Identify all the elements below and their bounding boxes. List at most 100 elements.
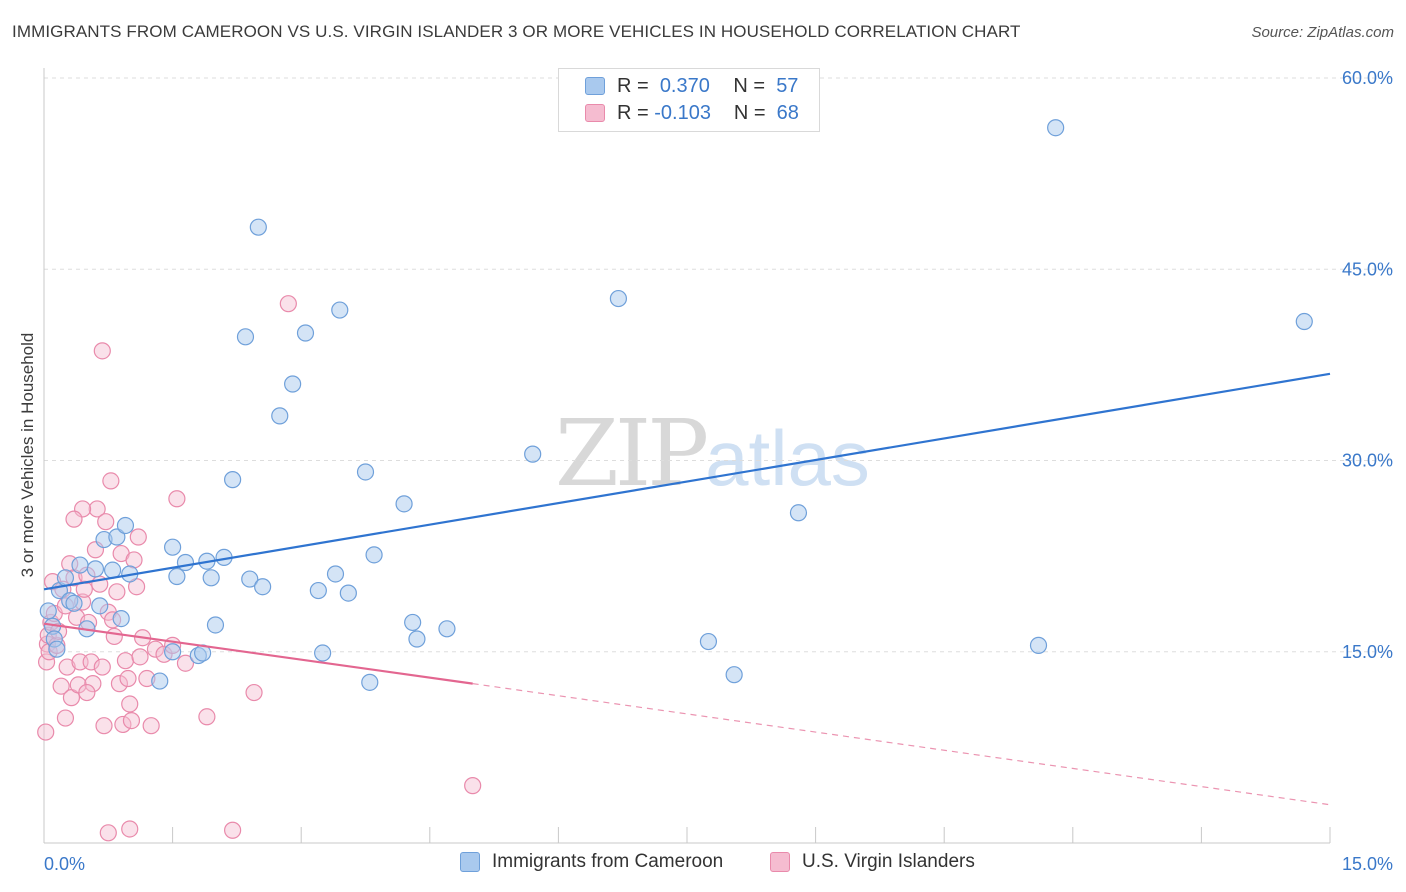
- data-point-virgin-islanders: [279, 295, 297, 313]
- data-point-cameroon: [56, 569, 75, 587]
- data-point-virgin-islanders: [95, 717, 113, 735]
- correlation-legend: R = 0.370 N = 57 R = -0.103 N = 68: [558, 68, 820, 132]
- data-point-virgin-islanders: [37, 723, 55, 741]
- data-point-virgin-islanders: [114, 715, 132, 734]
- legend-label: Immigrants from Cameroon: [492, 851, 724, 872]
- data-point-cameroon: [331, 301, 349, 319]
- legend-r-value: -0.103: [654, 101, 711, 124]
- data-point-virgin-islanders: [75, 580, 93, 598]
- data-point-virgin-islanders: [176, 654, 195, 672]
- y-tick-label: 15.0%: [1342, 642, 1393, 662]
- data-point-virgin-islanders: [131, 648, 149, 666]
- data-point-virgin-islanders: [56, 709, 75, 727]
- y-axis-label: 3 or more Vehicles in Household: [18, 332, 37, 578]
- data-point-cameroon: [408, 630, 426, 648]
- data-point-cameroon: [236, 328, 255, 346]
- data-point-virgin-islanders: [52, 677, 70, 695]
- data-point-cameroon: [365, 546, 383, 564]
- data-point-cameroon: [202, 569, 220, 587]
- data-point-cameroon: [116, 516, 135, 535]
- legend-n-value: 57: [776, 74, 799, 97]
- legend-label: U.S. Virgin Islanders: [802, 851, 975, 872]
- data-point-virgin-islanders: [37, 653, 56, 671]
- data-point-virgin-islanders: [93, 658, 111, 676]
- data-point-cameroon: [71, 556, 89, 574]
- data-point-cameroon: [164, 643, 182, 661]
- y-tick-label: 30.0%: [1342, 451, 1393, 471]
- data-point-cameroon: [339, 584, 357, 602]
- data-point-cameroon: [151, 672, 169, 690]
- legend-row-blue: R = 0.370 N = 57: [585, 73, 798, 99]
- legend-swatch-pink: [585, 104, 605, 122]
- data-point-cameroon: [1029, 636, 1048, 654]
- data-point-virgin-islanders: [168, 490, 186, 508]
- legend-swatch-blue: [460, 852, 480, 872]
- data-point-virgin-islanders: [245, 683, 263, 702]
- legend-swatch-blue: [585, 77, 605, 95]
- tick-labels: 15.0% 30.0% 45.0% 60.0% 0.0% 15.0%: [44, 68, 1393, 874]
- data-point-virgin-islanders: [116, 652, 135, 670]
- data-point-cameroon: [176, 553, 195, 572]
- data-point-virgin-islanders: [99, 824, 117, 842]
- data-point-cameroon: [524, 445, 542, 463]
- data-point-cameroon: [438, 620, 456, 638]
- data-point-virgin-islanders: [84, 675, 102, 693]
- legend-r-value: 0.370: [659, 74, 710, 97]
- blue-series-points: [39, 119, 1313, 691]
- data-point-cameroon: [241, 570, 259, 588]
- data-point-cameroon: [326, 565, 345, 583]
- trend-line-virgin-islanders-extension: [472, 683, 1331, 806]
- data-point-cameroon: [271, 407, 289, 425]
- trend-line-virgin-islanders: [43, 622, 473, 685]
- chart-title: IMMIGRANTS FROM CAMEROON VS U.S. VIRGIN …: [12, 22, 1021, 41]
- data-point-cameroon: [725, 666, 743, 684]
- data-point-cameroon: [224, 471, 242, 489]
- source-label: Source: ZipAtlas.com: [1251, 24, 1394, 41]
- data-point-cameroon: [789, 504, 808, 522]
- data-point-cameroon: [164, 538, 182, 556]
- data-point-virgin-islanders: [105, 627, 123, 646]
- data-point-cameroon: [284, 375, 302, 393]
- data-point-virgin-islanders: [146, 640, 165, 658]
- data-point-virgin-islanders: [110, 675, 129, 693]
- data-point-cameroon: [39, 602, 57, 620]
- legend-n-label: N =: [733, 101, 766, 124]
- data-point-cameroon: [356, 463, 375, 481]
- data-point-virgin-islanders: [88, 500, 106, 518]
- data-point-cameroon: [404, 613, 422, 632]
- data-point-cameroon: [112, 609, 130, 628]
- axes: [43, 68, 1331, 844]
- data-point-virgin-islanders: [108, 583, 126, 601]
- x-tick-label: 0.0%: [44, 854, 85, 874]
- legend-swatch-pink: [770, 852, 790, 872]
- data-point-cameroon: [65, 594, 83, 612]
- data-point-virgin-islanders: [129, 528, 147, 546]
- data-point-virgin-islanders: [142, 717, 160, 735]
- legend-item-cameroon: Immigrants from Cameroon: [460, 851, 723, 873]
- data-point-virgin-islanders: [119, 669, 137, 688]
- legend-r-label: R =: [617, 101, 649, 124]
- data-point-cameroon: [361, 673, 379, 691]
- data-point-virgin-islanders: [122, 711, 141, 730]
- legend-n-label: N =: [733, 74, 766, 97]
- data-point-cameroon: [206, 616, 225, 634]
- legend-row-pink: R = -0.103 N = 68: [585, 100, 799, 126]
- data-point-virgin-islanders: [224, 821, 242, 839]
- data-point-cameroon: [249, 218, 267, 236]
- data-point-virgin-islanders: [121, 695, 139, 713]
- data-point-virgin-islanders: [78, 683, 96, 702]
- data-point-virgin-islanders: [82, 653, 100, 671]
- data-point-virgin-islanders: [102, 472, 120, 490]
- data-point-cameroon: [48, 640, 66, 658]
- data-point-cameroon: [395, 495, 413, 513]
- data-point-virgin-islanders: [93, 342, 111, 360]
- data-point-cameroon: [108, 528, 126, 546]
- trend-lines: [43, 372, 1331, 806]
- trend-line-cameroon: [43, 372, 1331, 591]
- legend-n-value: 68: [776, 101, 799, 124]
- x-tick-label: 15.0%: [1342, 854, 1393, 874]
- data-point-cameroon: [296, 324, 315, 342]
- data-point-cameroon: [699, 632, 718, 651]
- series-legend: Immigrants from Cameroon U.S. Virgin Isl…: [0, 851, 1406, 879]
- data-point-cameroon: [91, 597, 109, 615]
